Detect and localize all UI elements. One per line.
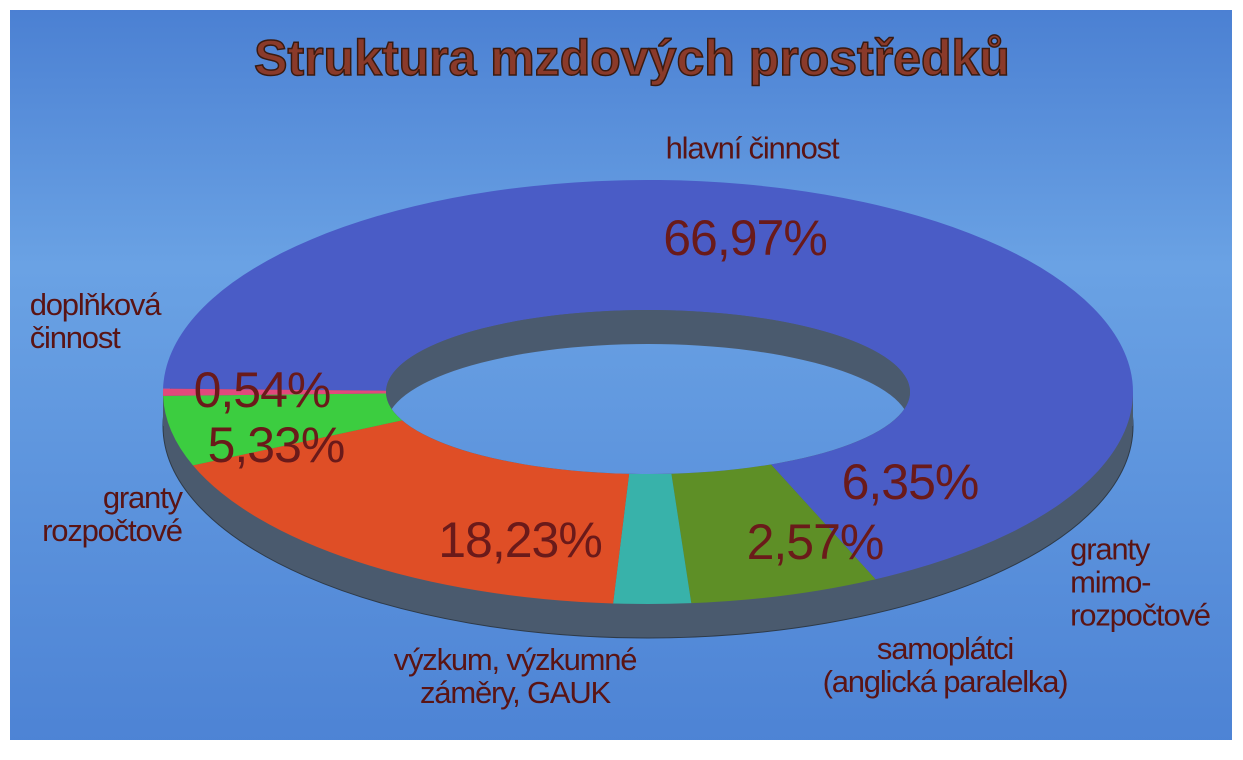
value-label: 6,35% [842, 454, 979, 510]
slice [192, 420, 630, 604]
slice [163, 180, 1134, 580]
chart-title: Struktura mzdových prostředků [254, 30, 1010, 86]
slice [613, 473, 692, 605]
value-label: 2,57% [747, 514, 884, 570]
slice [163, 388, 387, 396]
value-label: 0,54% [194, 362, 331, 418]
value-label: 5,33% [208, 417, 345, 473]
category-label: samoplátci (anglická paralelka) [822, 631, 1069, 699]
slice [671, 464, 876, 604]
category-label: granty mimo- rozpočtové [1070, 531, 1211, 633]
category-label: hlavní činnost [665, 130, 840, 166]
value-label: 66,97% [663, 210, 827, 266]
category-label: výzkum, výzkumné záměry, GAUK [393, 642, 638, 710]
category-label: doplňková činnost [29, 287, 162, 355]
slice [163, 393, 403, 466]
category-label: granty rozpočtové [42, 480, 183, 548]
value-label: 18,23% [438, 512, 602, 568]
